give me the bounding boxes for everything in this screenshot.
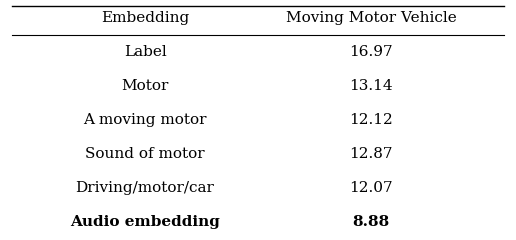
Text: 8.88: 8.88 xyxy=(352,215,390,229)
Text: Embedding: Embedding xyxy=(101,11,189,25)
Text: Driving/motor/car: Driving/motor/car xyxy=(76,181,215,195)
Text: Sound of motor: Sound of motor xyxy=(85,147,205,161)
Text: 13.14: 13.14 xyxy=(349,79,393,93)
Text: Motor: Motor xyxy=(121,79,169,93)
Text: Audio embedding: Audio embedding xyxy=(70,215,220,229)
Text: A moving motor: A moving motor xyxy=(84,113,207,127)
Text: 12.12: 12.12 xyxy=(349,113,393,127)
Text: Label: Label xyxy=(124,45,167,59)
Text: Moving Motor Vehicle: Moving Motor Vehicle xyxy=(285,11,456,25)
Text: 12.07: 12.07 xyxy=(349,181,393,195)
Text: 12.87: 12.87 xyxy=(349,147,393,161)
Text: 16.97: 16.97 xyxy=(349,45,393,59)
